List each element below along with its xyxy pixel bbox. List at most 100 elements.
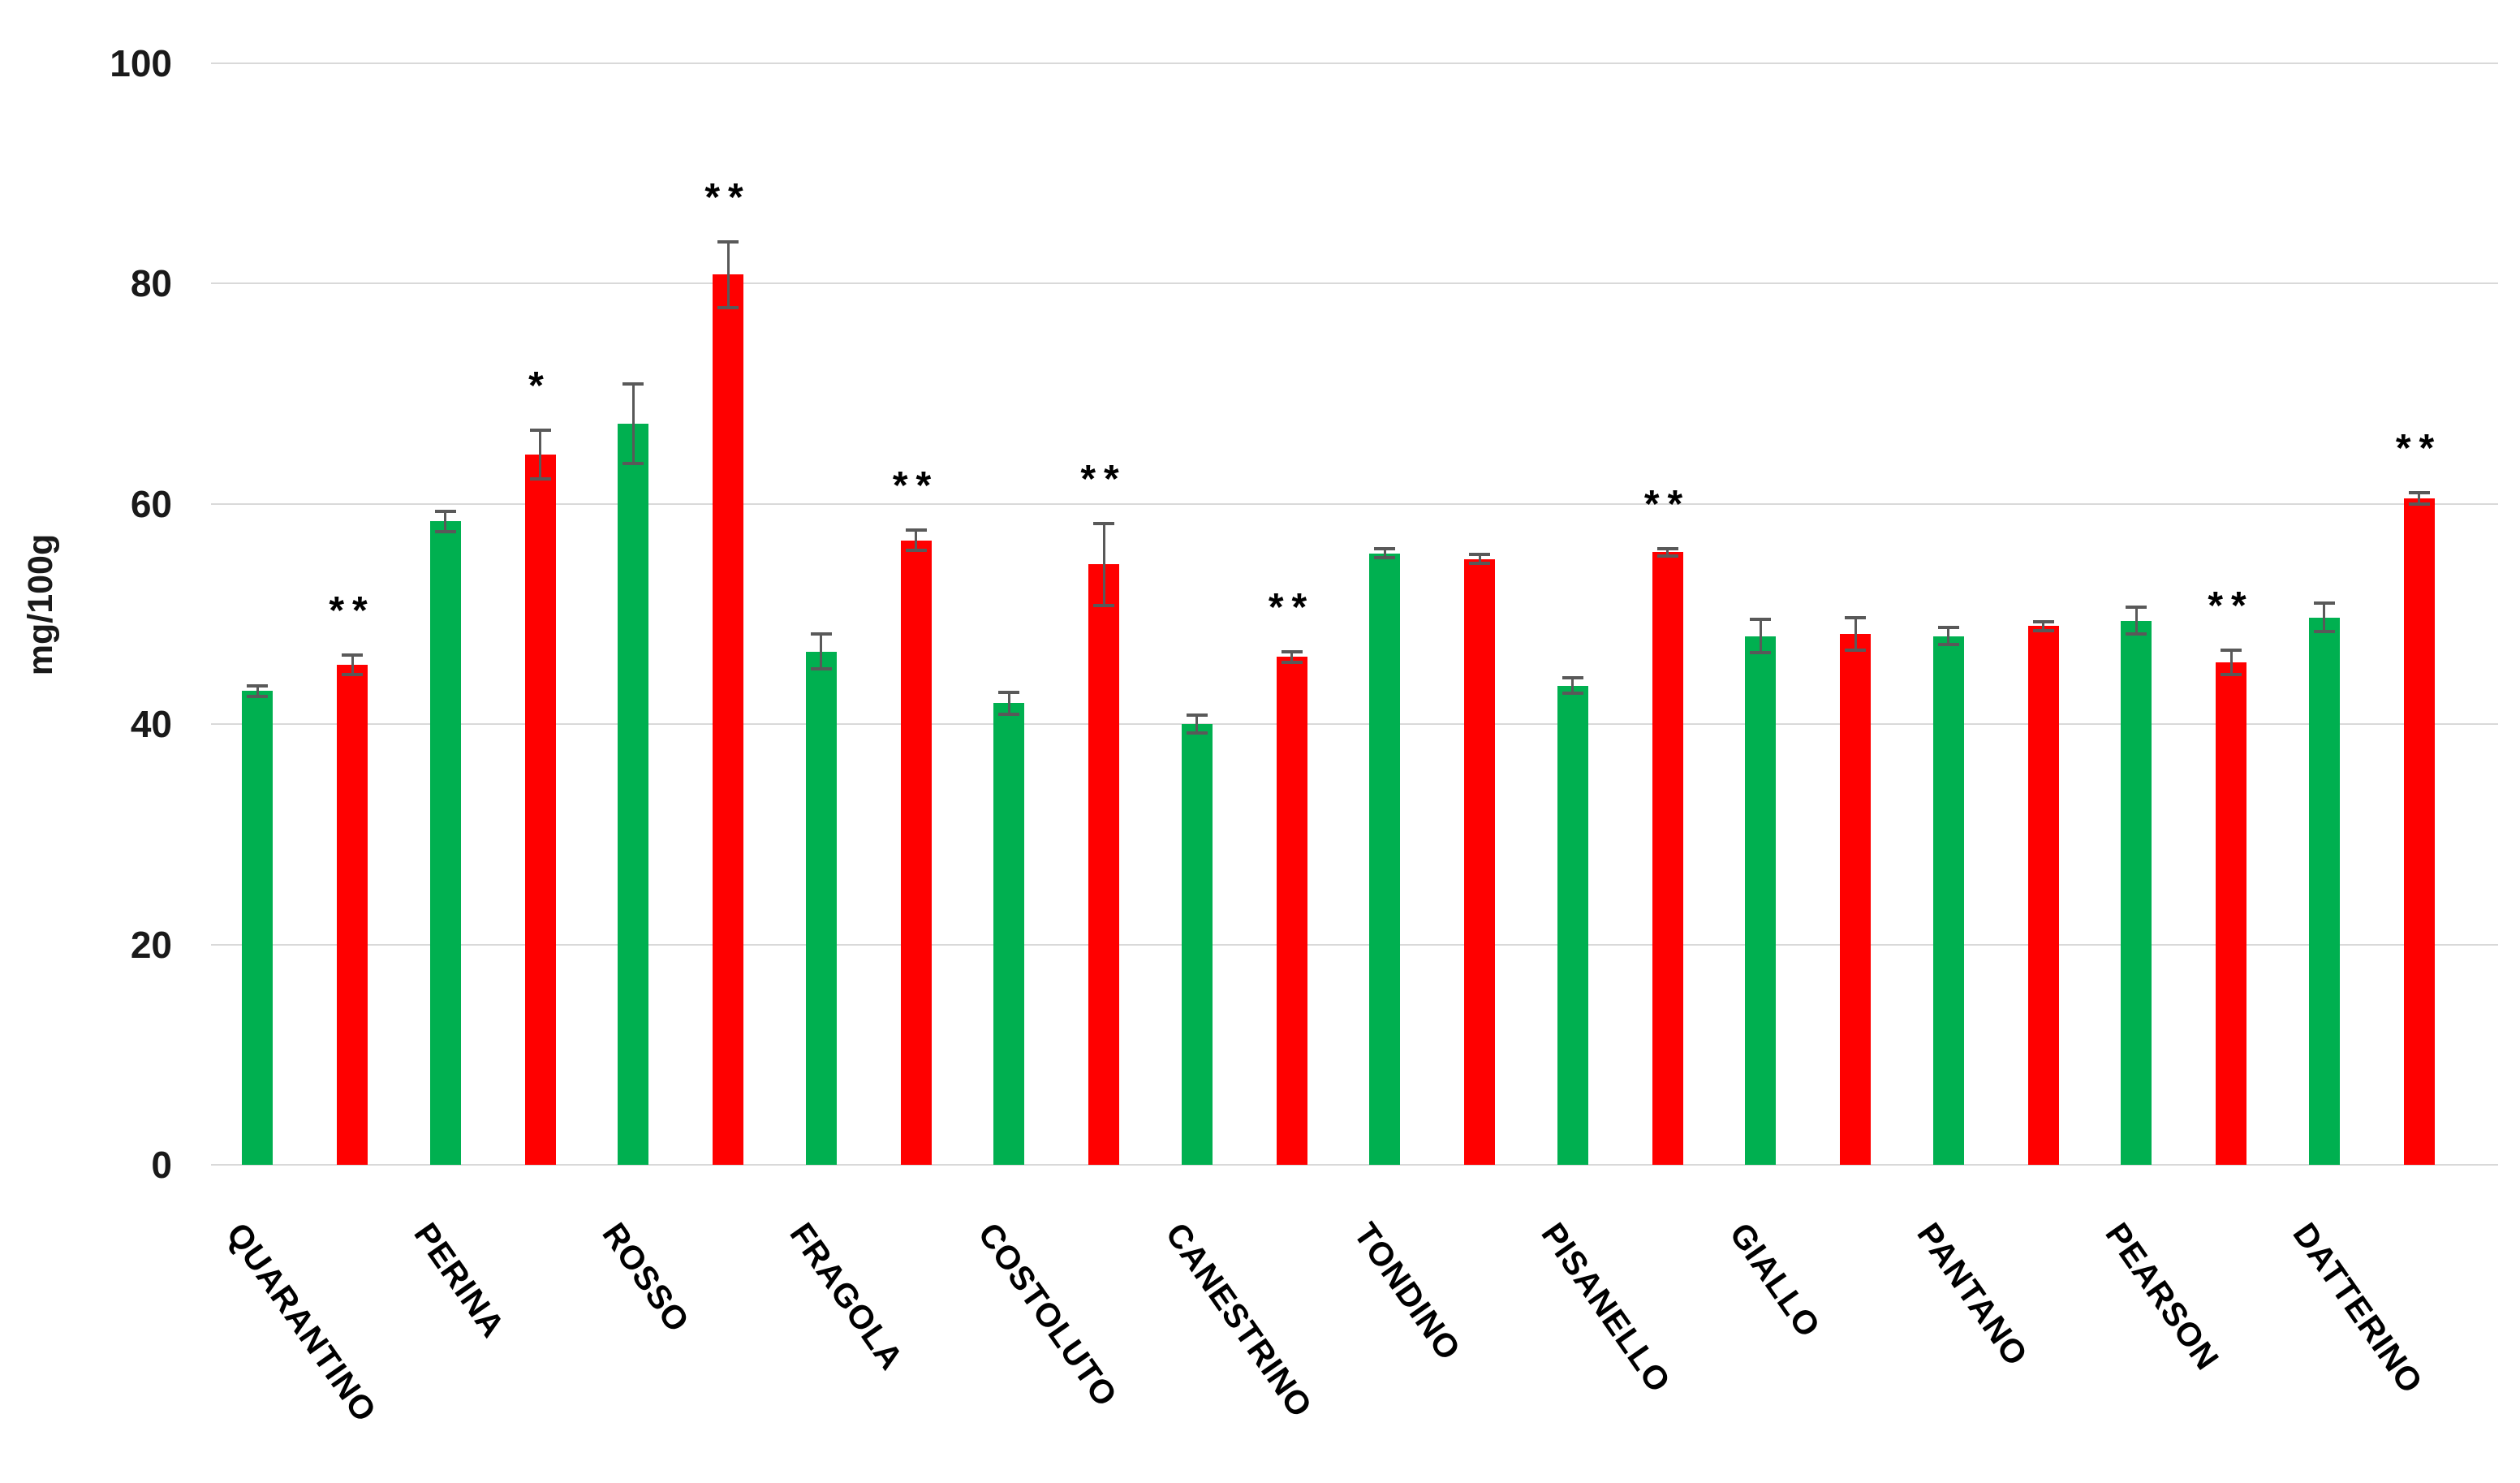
error-bar-cap	[2408, 491, 2430, 495]
error-bar-cap	[1750, 650, 1771, 654]
significance-label: **	[329, 588, 376, 632]
error-bar-cap	[998, 712, 1019, 716]
error-bar	[539, 429, 541, 479]
error-bar	[1759, 619, 1762, 653]
error-bar-cap	[905, 548, 927, 552]
significance-label: **	[704, 175, 752, 219]
error-bar-cap	[342, 673, 363, 677]
error-bar	[2229, 650, 2233, 675]
bar-green-pantano	[1932, 636, 1964, 1165]
gridline-60	[211, 502, 2498, 505]
bar-green-perina	[429, 521, 461, 1165]
error-bar-cap	[1656, 547, 1678, 551]
x-axis-label-quarantino: QUARANTINO	[218, 1216, 384, 1429]
error-bar	[444, 511, 446, 532]
significance-label: **	[1080, 458, 1127, 502]
error-bar	[1290, 651, 1293, 663]
significance-label: **	[2208, 584, 2255, 628]
y-tick-label: 80	[130, 262, 172, 305]
bar-red-pearson	[2216, 662, 2246, 1165]
error-bar	[1571, 678, 1574, 694]
bar-red-perina	[524, 454, 556, 1165]
bar-red-tondino	[1464, 558, 1495, 1165]
x-axis-label-perina: PERINA	[407, 1216, 513, 1345]
x-axis-label-fragola: FRAGOLA	[782, 1216, 911, 1377]
error-bar-cap	[2126, 606, 2147, 610]
gridline-20	[211, 943, 2498, 946]
error-bar-cap	[2313, 630, 2335, 634]
error-bar	[2418, 493, 2420, 504]
error-bar-cap	[810, 632, 832, 636]
bar-green-rosso	[618, 423, 648, 1165]
bar-red-pantano	[2027, 626, 2059, 1165]
bar-green-canestrino	[1181, 724, 1213, 1165]
error-bar	[2042, 621, 2044, 631]
x-axis-label-tondino: TONDINO	[1346, 1216, 1468, 1368]
error-bar-cap	[2221, 649, 2242, 653]
error-bar	[2323, 602, 2325, 632]
bar-green-quarantino	[242, 691, 273, 1165]
y-tick-label: 40	[130, 703, 172, 746]
error-bar	[726, 241, 730, 308]
bar-green-pearson	[2121, 620, 2152, 1165]
error-bar	[1947, 627, 1949, 645]
error-bar-cap	[1750, 618, 1771, 622]
y-tick-label: 0	[151, 1144, 172, 1186]
error-bar	[1007, 692, 1010, 714]
error-bar-cap	[529, 428, 551, 432]
bar-red-costoluto	[1088, 564, 1119, 1165]
error-bar	[351, 654, 354, 675]
error-bar-cap	[1281, 661, 1303, 665]
significance-label: **	[892, 464, 940, 508]
bar-red-quarantino	[337, 664, 368, 1165]
error-bar-cap	[2032, 619, 2054, 623]
bar-green-tondino	[1369, 553, 1400, 1165]
error-bar	[1666, 549, 1669, 556]
error-bar-cap	[717, 239, 739, 244]
error-bar	[1478, 554, 1481, 563]
error-bar-cap	[1562, 692, 1583, 696]
error-bar-cap	[434, 529, 456, 533]
error-bar-cap	[342, 653, 363, 657]
error-bar-cap	[1469, 553, 1490, 557]
error-bar	[256, 685, 259, 697]
error-bar	[631, 383, 635, 463]
bar-green-pisanello	[1557, 685, 1588, 1165]
error-bar-cap	[529, 476, 551, 481]
error-bar	[1195, 715, 1198, 733]
error-bar-cap	[2126, 632, 2147, 636]
error-bar-cap	[1374, 556, 1395, 560]
bar-red-fragola	[900, 540, 932, 1165]
error-bar-cap	[622, 382, 644, 386]
error-bar	[915, 530, 917, 550]
error-bar	[1854, 617, 1857, 651]
error-bar-cap	[1093, 522, 1114, 526]
error-bar-cap	[434, 510, 456, 514]
x-axis-label-giallo: GIALLO	[1721, 1216, 1828, 1345]
error-bar	[2134, 607, 2138, 634]
x-axis-label-rosso: ROSSO	[594, 1216, 697, 1339]
y-tick-label: 100	[110, 41, 172, 84]
bar-green-datterino	[2308, 617, 2340, 1165]
error-bar-cap	[1562, 676, 1583, 680]
error-bar	[1383, 549, 1386, 558]
error-bar-cap	[247, 683, 268, 688]
error-bar-cap	[622, 461, 644, 465]
error-bar-cap	[717, 306, 739, 310]
error-bar-cap	[1469, 562, 1490, 566]
x-axis-label-datterino: DATTERINO	[2285, 1216, 2431, 1401]
x-axis-label-pisanello: PISANELLO	[1534, 1216, 1678, 1399]
error-bar-cap	[2221, 673, 2242, 677]
error-bar-cap	[810, 667, 832, 671]
error-bar-cap	[905, 528, 927, 532]
error-bar-cap	[1186, 731, 1208, 735]
gridline-0	[211, 1164, 2498, 1166]
bar-green-costoluto	[993, 703, 1024, 1165]
y-tick-label: 60	[130, 482, 172, 525]
error-bar	[820, 633, 822, 670]
error-bar-cap	[1186, 713, 1208, 718]
error-bar-cap	[1937, 625, 1959, 629]
significance-label: **	[1268, 585, 1316, 629]
gridline-80	[211, 282, 2498, 285]
y-tick-label: 20	[130, 923, 172, 966]
